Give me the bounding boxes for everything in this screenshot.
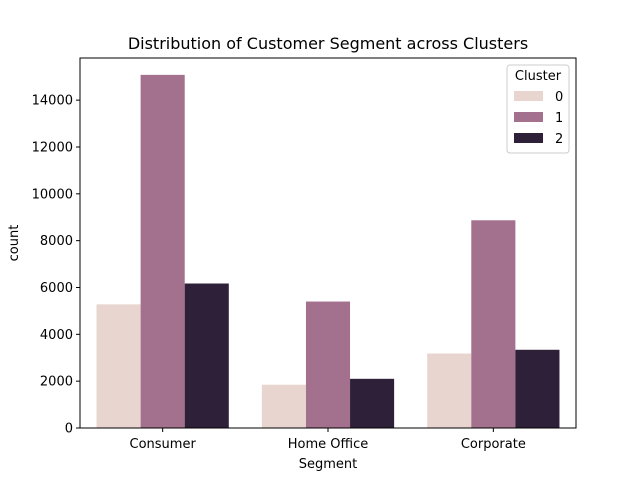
- bar: [305, 301, 351, 428]
- x-axis-label: Segment: [299, 457, 358, 472]
- bar: [96, 304, 141, 428]
- x-tick-label: Home Office: [288, 437, 368, 452]
- legend-swatch: [514, 91, 543, 101]
- x-tick-label: Corporate: [461, 437, 526, 452]
- y-axis-ticks: 0 2000 4000 6000 8000 10000 12000 14000: [32, 94, 80, 437]
- legend-label: 2: [555, 132, 563, 147]
- bar: [350, 378, 395, 428]
- legend-swatch: [514, 133, 543, 143]
- legend-swatch: [514, 112, 543, 122]
- bar: [427, 353, 472, 428]
- legend-label: 0: [555, 90, 563, 105]
- y-tick-label: 14000: [32, 94, 73, 109]
- y-tick-label: 6000: [40, 281, 73, 296]
- legend-title: Cluster: [515, 69, 562, 84]
- bar: [140, 74, 185, 429]
- chart-title: Distribution of Customer Segment across …: [128, 34, 528, 53]
- legend: Cluster 0 1 2: [506, 64, 570, 154]
- y-tick-label: 10000: [32, 187, 73, 202]
- legend-box: [506, 64, 570, 154]
- legend-items: 0 1 2: [514, 90, 563, 147]
- x-tick-label: Consumer: [130, 437, 197, 452]
- bar: [184, 283, 229, 428]
- legend-label: 1: [555, 111, 563, 126]
- plot-area-frame: [79, 57, 577, 429]
- y-tick-label: 8000: [40, 234, 73, 249]
- bar: [261, 384, 306, 428]
- x-axis-ticks: Consumer Home Office Corporate: [130, 428, 526, 452]
- y-tick-label: 4000: [40, 328, 73, 343]
- y-tick-label: 0: [65, 422, 73, 437]
- bar: [471, 220, 516, 428]
- y-tick-label: 2000: [40, 375, 73, 390]
- bar: [515, 349, 560, 428]
- y-axis-label: count: [7, 225, 22, 262]
- y-tick-label: 12000: [32, 140, 73, 155]
- bars: [96, 74, 560, 429]
